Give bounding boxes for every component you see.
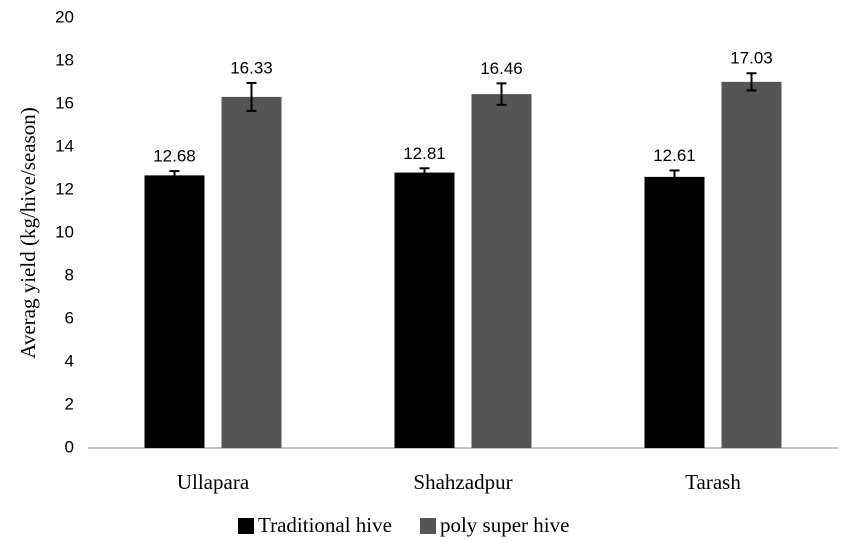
bar bbox=[471, 94, 532, 449]
y-tick-label: 12 bbox=[55, 179, 74, 198]
y-axis-label: Averag yield (kg/hive/season) bbox=[16, 107, 40, 359]
legend-swatch bbox=[238, 518, 254, 534]
x-tick-label: Tarash bbox=[685, 470, 741, 494]
legend-label: poly super hive bbox=[440, 513, 569, 537]
y-tick-label: 4 bbox=[65, 351, 74, 370]
data-label: 17.03 bbox=[730, 49, 773, 68]
data-label: 12.61 bbox=[653, 146, 696, 165]
y-tick-label: 8 bbox=[65, 265, 74, 284]
y-tick-label: 2 bbox=[65, 394, 74, 413]
data-label: 16.46 bbox=[480, 59, 523, 78]
y-tick-label: 0 bbox=[65, 437, 74, 456]
bar bbox=[221, 96, 282, 448]
data-label: 12.81 bbox=[403, 144, 446, 163]
y-tick-label: 6 bbox=[65, 308, 74, 327]
data-label: 16.33 bbox=[230, 58, 273, 77]
bar bbox=[721, 81, 782, 448]
y-tick-label: 14 bbox=[55, 136, 74, 155]
y-tick-label: 18 bbox=[55, 50, 74, 69]
x-tick-label: Shahzadpur bbox=[413, 470, 512, 494]
bar bbox=[144, 175, 205, 448]
x-tick-label: Ullapara bbox=[177, 470, 250, 494]
legend-label: Traditional hive bbox=[258, 513, 392, 537]
bar bbox=[644, 176, 705, 448]
legend-swatch bbox=[419, 518, 436, 534]
y-tick-label: 10 bbox=[55, 222, 74, 241]
y-tick-label: 16 bbox=[55, 93, 74, 112]
bar bbox=[394, 172, 455, 448]
data-label: 12.68 bbox=[153, 147, 196, 166]
y-tick-label: 20 bbox=[55, 7, 74, 26]
